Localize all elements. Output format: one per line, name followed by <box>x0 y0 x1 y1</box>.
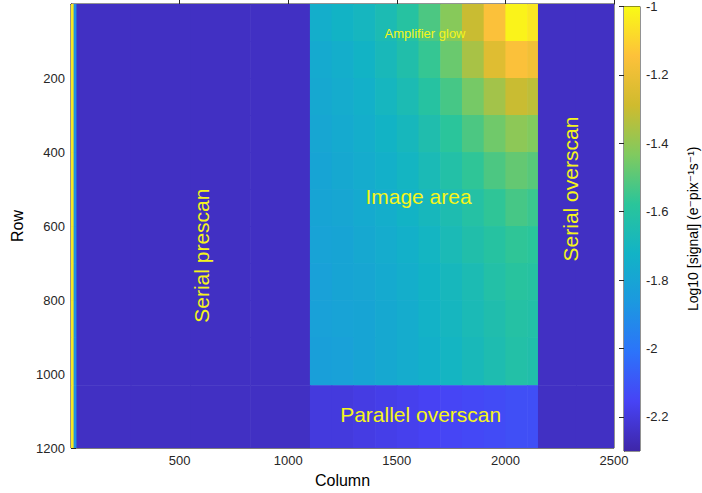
svg-text:Amplifier glow: Amplifier glow <box>385 26 467 41</box>
svg-text:-2.2: -2.2 <box>646 409 668 424</box>
svg-text:-1.6: -1.6 <box>646 204 668 219</box>
svg-text:-1.2: -1.2 <box>646 67 668 82</box>
svg-text:200: 200 <box>43 71 65 86</box>
svg-text:2500: 2500 <box>600 453 629 468</box>
svg-text:Row: Row <box>9 210 26 242</box>
svg-text:Serial prescan: Serial prescan <box>190 189 213 323</box>
svg-text:-1.8: -1.8 <box>646 273 668 288</box>
svg-text:Serial overscan: Serial overscan <box>559 117 582 262</box>
svg-text:-1: -1 <box>646 0 658 14</box>
svg-text:Parallel overscan: Parallel overscan <box>340 403 501 426</box>
svg-text:1000: 1000 <box>36 367 65 382</box>
svg-text:-2: -2 <box>646 341 658 356</box>
svg-text:2000: 2000 <box>491 453 520 468</box>
svg-text:-1.4: -1.4 <box>646 136 668 151</box>
svg-text:1500: 1500 <box>382 453 411 468</box>
svg-text:500: 500 <box>169 453 191 468</box>
svg-text:800: 800 <box>43 293 65 308</box>
svg-text:400: 400 <box>43 145 65 160</box>
svg-text:Column: Column <box>315 472 370 489</box>
svg-text:1000: 1000 <box>274 453 303 468</box>
svg-text:Image area: Image area <box>365 185 472 208</box>
svg-text:600: 600 <box>43 219 65 234</box>
svg-text:1200: 1200 <box>36 441 65 456</box>
svg-text:Log10 [signal] (e⁻pix⁻¹s⁻¹): Log10 [signal] (e⁻pix⁻¹s⁻¹) <box>685 146 701 311</box>
